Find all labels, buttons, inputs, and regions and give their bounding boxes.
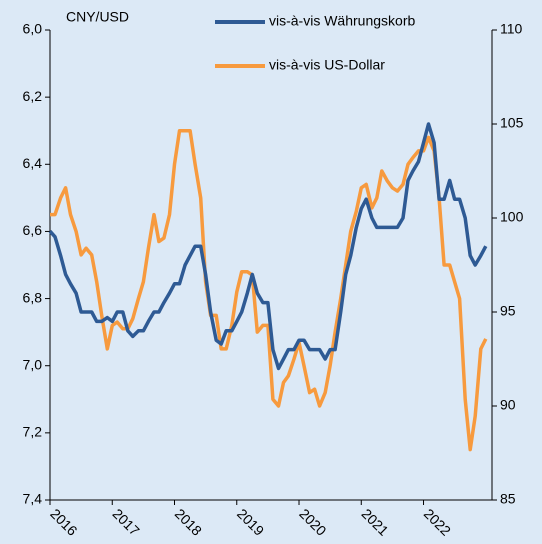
series-line	[48, 122, 488, 371]
legend-label: vis-à-vis Währungskorb	[269, 13, 415, 29]
y2-tick-label: 110	[500, 21, 523, 37]
y-tick-label: 6,8	[23, 289, 43, 305]
legend-label: vis-à-vis US-Dollar	[269, 57, 385, 73]
y2-tick-label: 95	[500, 303, 516, 319]
y2-tick-label: 100	[500, 209, 524, 225]
y-tick-label: 7,4	[23, 491, 43, 507]
y2-tick-label: 105	[500, 115, 524, 131]
series-line	[50, 128, 488, 452]
y-tick-label: 6,0	[23, 21, 43, 37]
y-axis-label: CNY/USD	[66, 9, 129, 25]
y2-tick-label: 90	[500, 397, 516, 413]
y-tick-label: 6,4	[23, 155, 43, 171]
y-tick-label: 6,2	[23, 88, 43, 104]
y2-tick-label: 85	[500, 491, 516, 507]
y-tick-label: 7,0	[23, 356, 43, 372]
y-tick-label: 6,6	[23, 222, 43, 238]
y-tick-label: 7,2	[23, 424, 43, 440]
